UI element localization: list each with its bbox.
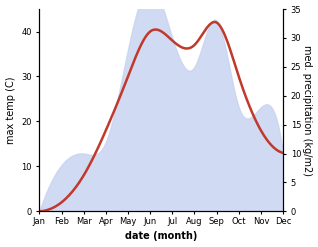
Y-axis label: med. precipitation (kg/m2): med. precipitation (kg/m2) [302,45,313,176]
X-axis label: date (month): date (month) [125,231,197,242]
Y-axis label: max temp (C): max temp (C) [5,76,16,144]
